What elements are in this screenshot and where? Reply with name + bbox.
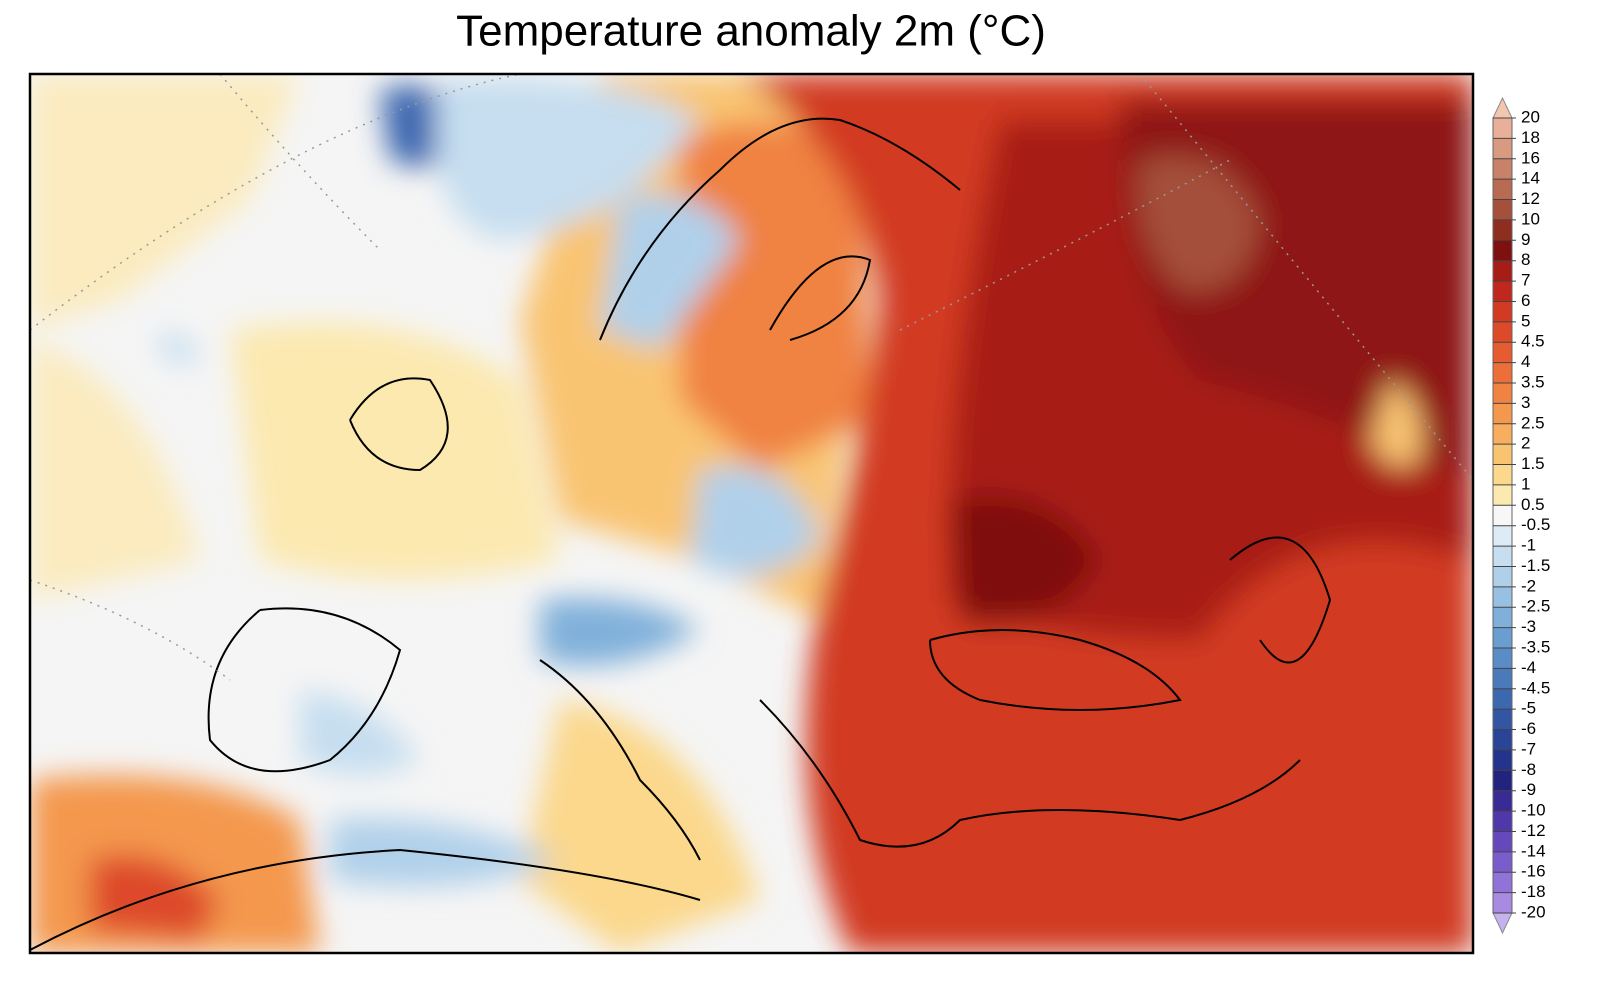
colorbar-segment	[1493, 158, 1512, 180]
colorbar-segment	[1493, 260, 1512, 282]
colorbar-segment	[1493, 301, 1512, 323]
colorbar-segment	[1493, 892, 1512, 914]
colorbar-label: 3	[1521, 393, 1530, 412]
colorbar-label: -1.5	[1521, 556, 1550, 575]
colorbar-segment	[1493, 138, 1512, 160]
colorbar-label: -4	[1521, 658, 1536, 677]
colorbar-segment	[1493, 362, 1512, 384]
colorbar-segment	[1493, 749, 1512, 771]
colorbar-label: 0.5	[1521, 495, 1545, 514]
colorbar-label: 1	[1521, 474, 1530, 493]
colorbar-segment	[1493, 240, 1512, 262]
colorbar-segment	[1493, 219, 1512, 241]
colorbar-label: -1	[1521, 536, 1536, 555]
colorbar-segment	[1493, 525, 1512, 547]
colorbar-segment	[1493, 484, 1512, 506]
colorbar-segment	[1493, 709, 1512, 731]
colorbar-segment	[1493, 403, 1512, 425]
colorbar-label: 6	[1521, 291, 1530, 310]
colorbar-label: -2.5	[1521, 597, 1550, 616]
colorbar-segment	[1493, 383, 1512, 404]
colorbar-segment	[1493, 648, 1512, 669]
colorbar-label: 4.5	[1521, 332, 1545, 351]
colorbar-extend-top	[1492, 96, 1513, 119]
colorbar-label: -4.5	[1521, 678, 1550, 697]
colorbar-segment	[1493, 505, 1512, 527]
colorbar-segment	[1493, 566, 1512, 588]
colorbar-label: 2.5	[1521, 413, 1545, 432]
anomaly-shading	[30, 74, 1473, 953]
colorbar-label: 3.5	[1521, 372, 1545, 391]
colorbar-segment	[1493, 464, 1512, 486]
colorbar-label: -9	[1521, 780, 1536, 799]
map-frame	[28, 72, 1475, 955]
colorbar-segment	[1493, 586, 1512, 608]
colorbar-label: 16	[1521, 148, 1540, 167]
colorbar-label: -5	[1521, 699, 1536, 718]
colorbar-label: -2	[1521, 576, 1536, 595]
colorbar-label: 1.5	[1521, 454, 1545, 473]
colorbar-label: -6	[1521, 719, 1536, 738]
colorbar-segment	[1493, 811, 1512, 832]
colorbar-segment	[1493, 199, 1512, 221]
colorbar-segment	[1493, 729, 1512, 751]
colorbar-label: 9	[1521, 230, 1530, 249]
colorbar-label: -10	[1521, 801, 1546, 820]
colorbar-label: 18	[1521, 128, 1540, 147]
colorbar-label: -3	[1521, 617, 1536, 636]
coastlines	[30, 117, 1332, 951]
colorbar-label: 10	[1521, 209, 1540, 228]
colorbar-label: 7	[1521, 271, 1530, 290]
colorbar-label: 2	[1521, 434, 1530, 453]
colorbar-segment	[1493, 321, 1512, 343]
colorbar-label: -8	[1521, 760, 1536, 779]
colorbar-label: -3.5	[1521, 637, 1550, 656]
colorbar-segment	[1493, 790, 1512, 812]
colorbar-label: 8	[1521, 250, 1530, 269]
colorbar-segment	[1493, 118, 1512, 139]
colorbar-segment	[1493, 342, 1512, 364]
colorbar-label: -18	[1521, 882, 1546, 901]
colorbar-segment	[1493, 770, 1512, 792]
colorbar-label: 20	[1521, 107, 1540, 126]
colorbar-segment	[1493, 668, 1512, 690]
colorbar-segment	[1493, 179, 1512, 201]
colorbar-segment	[1493, 546, 1512, 567]
colorbar-extend-bottom	[1492, 912, 1513, 935]
colorbar-segment	[1493, 423, 1512, 445]
colorbar-segment	[1493, 627, 1512, 649]
colorbar-segment	[1493, 688, 1512, 710]
colorbar-label: -0.5	[1521, 515, 1550, 534]
colorbar-label: 12	[1521, 189, 1540, 208]
colorbar-segment	[1493, 607, 1512, 629]
colorbar-label: 14	[1521, 169, 1540, 188]
graticule	[30, 74, 1473, 681]
colorbar-segment	[1493, 872, 1512, 894]
title: Temperature anomaly 2m (°C)	[456, 7, 1046, 56]
colorbar-label: -14	[1521, 841, 1546, 860]
colorbar-label: 5	[1521, 311, 1530, 330]
colorbar-segment	[1493, 444, 1512, 466]
colorbar-segment	[1493, 831, 1512, 853]
colorbar-segment	[1493, 851, 1512, 873]
colorbar-label: -16	[1521, 862, 1546, 881]
map-field	[30, 74, 1473, 953]
colorbar-label: 4	[1521, 352, 1530, 371]
colorbar-segment	[1493, 281, 1512, 302]
colorbar-label: -12	[1521, 821, 1546, 840]
colorbar-label: -7	[1521, 739, 1536, 758]
colorbar-label: -20	[1521, 902, 1546, 921]
